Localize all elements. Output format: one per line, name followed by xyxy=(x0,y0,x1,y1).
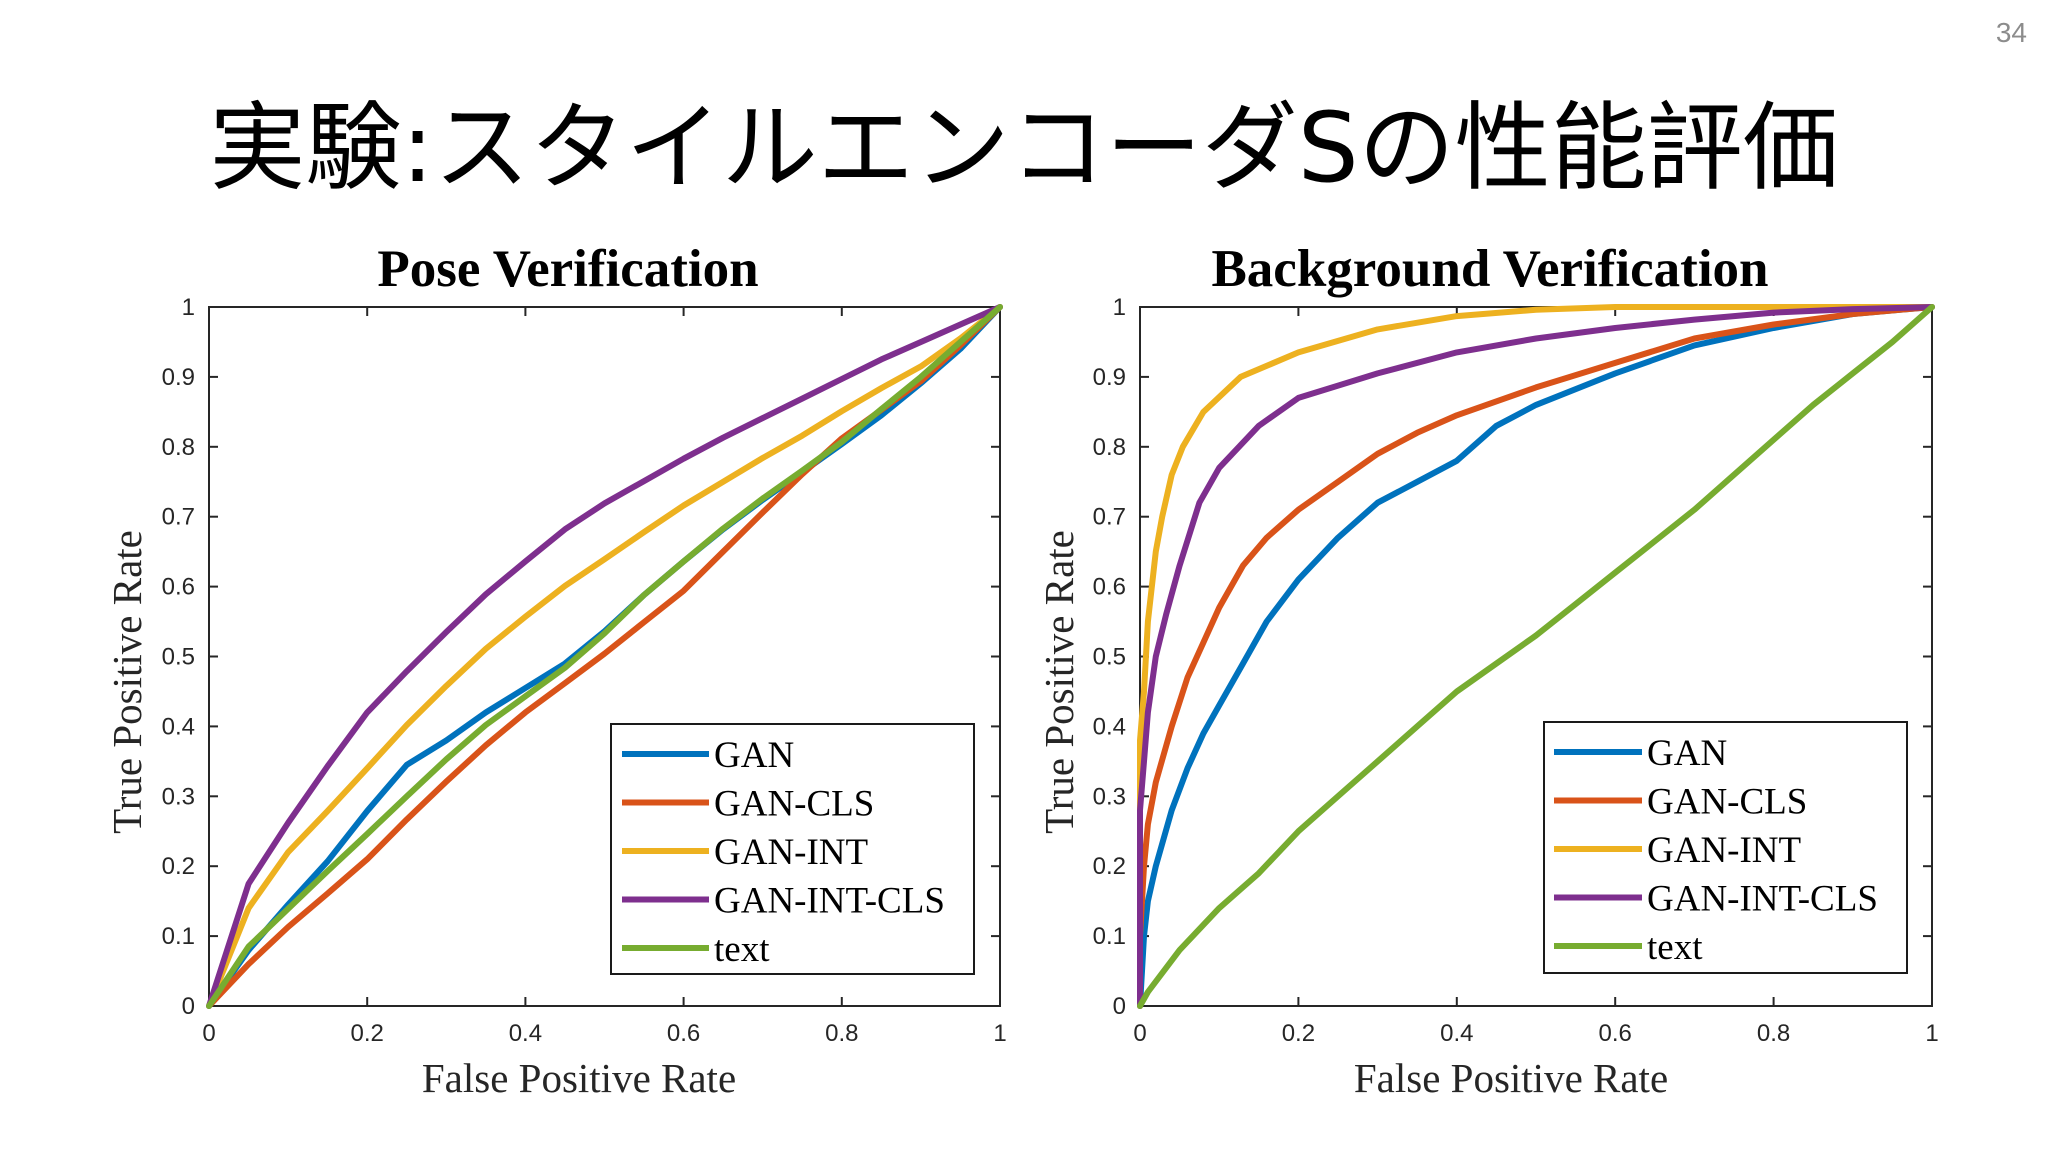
x-tick-label: 0.8 xyxy=(1757,1020,1790,1047)
legend-entry-gan-int: GAN-INT xyxy=(1554,830,1801,871)
series-line-gan-int xyxy=(206,304,1003,1009)
y-tick-label: 0.6 xyxy=(162,574,195,601)
y-tick-label: 0.7 xyxy=(1093,504,1126,531)
series-line-text xyxy=(1137,304,1935,1009)
y-tick-label: 0.6 xyxy=(1093,574,1126,601)
x-tick-label: 1 xyxy=(993,1020,1006,1047)
legend: GAN GAN-CLS GAN-INT GAN-INT-CLS text xyxy=(1543,721,1908,974)
x-tick-label: 0.8 xyxy=(825,1020,858,1047)
x-tick-label: 1 xyxy=(1925,1020,1938,1047)
legend-entry-gan-cls: GAN-CLS xyxy=(622,784,874,825)
x-axis-label: False Positive Rate xyxy=(1354,1055,1668,1101)
chart-title: Pose Verification xyxy=(377,240,758,298)
y-tick-label: 0 xyxy=(1113,993,1126,1020)
x-tick-label: 0.2 xyxy=(351,1020,384,1047)
y-tick-label: 0.2 xyxy=(162,853,195,880)
y-tick-label: 0.5 xyxy=(162,644,195,671)
legend-label-gan-int: GAN-INT xyxy=(1647,830,1801,871)
y-tick-label: 0.2 xyxy=(1093,853,1126,880)
y-tick-label: 0.1 xyxy=(1093,923,1126,950)
legend-entry-text: text xyxy=(1554,927,1703,968)
y-tick-label: 0 xyxy=(182,993,195,1020)
y-tick-label: 0.4 xyxy=(162,713,195,740)
x-tick-label: 0 xyxy=(1133,1020,1146,1047)
legend-label-gan: GAN xyxy=(714,735,794,776)
series-line-text xyxy=(206,304,1003,1009)
chart-title: Background Verification xyxy=(1211,240,1768,298)
x-tick-label: 0.4 xyxy=(509,1020,542,1047)
slide-title: 実験:スタイルエンコーダSの性能評価 xyxy=(209,92,1839,204)
series-line-gan xyxy=(1137,304,1935,1009)
legend-label-gan-int: GAN-INT xyxy=(714,832,868,873)
legend-entry-text: text xyxy=(622,929,770,970)
y-tick-label: 0.9 xyxy=(1093,364,1126,391)
series-line-gan-int-cls xyxy=(1137,304,1935,1009)
y-tick-label: 0.8 xyxy=(1093,434,1126,461)
y-tick-label: 0.1 xyxy=(162,923,195,950)
legend-label-gan-cls: GAN-CLS xyxy=(1647,782,1807,823)
page-number: 34 xyxy=(1995,17,2027,48)
x-tick-label: 0.6 xyxy=(1599,1020,1632,1047)
legend-label-gan-cls: GAN-CLS xyxy=(714,784,874,825)
legend-label-gan: GAN xyxy=(1647,733,1727,774)
x-tick-label: 0 xyxy=(202,1020,215,1047)
y-tick-label: 0.4 xyxy=(1093,713,1126,740)
x-axis-label: False Positive Rate xyxy=(422,1055,736,1101)
legend-entry-gan-int-cls: GAN-INT-CLS xyxy=(1554,879,1878,920)
y-tick-label: 1 xyxy=(182,294,195,321)
y-tick-label: 1 xyxy=(1113,294,1126,321)
y-tick-label: 0.3 xyxy=(162,783,195,810)
legend-entry-gan-int-cls: GAN-INT-CLS xyxy=(622,881,945,922)
legend-entry-gan-int: GAN-INT xyxy=(622,832,868,873)
y-tick-label: 0.9 xyxy=(162,364,195,391)
legend-label-text: text xyxy=(714,929,770,970)
series-line-gan-int-cls xyxy=(206,304,1003,1009)
legend-entry-gan: GAN xyxy=(622,735,794,776)
x-tick-label: 0.6 xyxy=(667,1020,700,1047)
series-line-gan-int xyxy=(1137,304,1935,1009)
series-line-gan-cls xyxy=(1137,304,1935,1009)
x-tick-label: 0.2 xyxy=(1282,1020,1315,1047)
pose-verification-chart: 0 0.2 0.4 0.6 0.8 1 0 0.1 0.2 0.3 0.4 0.5 0.6 0.7 0.8 0… xyxy=(104,240,1007,1101)
legend-entry-gan-cls: GAN-CLS xyxy=(1554,782,1807,823)
legend-label-gan-int-cls: GAN-INT-CLS xyxy=(1647,879,1878,920)
legend-entry-gan: GAN xyxy=(1554,733,1727,774)
y-axis-label: True Positive Rate xyxy=(104,530,150,834)
legend: GAN GAN-CLS GAN-INT GAN-INT-CLS text xyxy=(610,723,975,975)
legend-label-text: text xyxy=(1647,927,1703,968)
y-tick-label: 0.8 xyxy=(162,434,195,461)
background-verification-chart: 0 0.2 0.4 0.6 0.8 1 0 0.1 0.2 0.3 0.4 0.5 0.6 0.7 0.8 0… xyxy=(1036,240,1939,1101)
y-tick-label: 0.5 xyxy=(1093,644,1126,671)
y-tick-label: 0.7 xyxy=(162,504,195,531)
x-tick-label: 0.4 xyxy=(1440,1020,1473,1047)
y-axis-label: True Positive Rate xyxy=(1036,530,1082,834)
legend-label-gan-int-cls: GAN-INT-CLS xyxy=(714,881,945,922)
y-tick-label: 0.3 xyxy=(1093,783,1126,810)
